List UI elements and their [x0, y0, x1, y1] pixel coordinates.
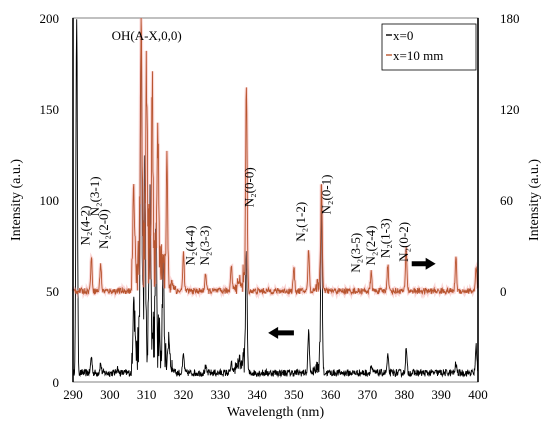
left-y-tick-label: 150 — [40, 102, 60, 117]
x-axis: 290 300 310 320 330 340 350 360 370 380 390 400 — [63, 387, 488, 402]
x-tick-label: 330 — [211, 387, 231, 402]
x-tick-label: 370 — [358, 387, 378, 402]
series-line — [72, 17, 479, 296]
x-tick-label: 380 — [395, 387, 415, 402]
left-y-tick-label: 100 — [40, 193, 60, 208]
x-tick-label: 300 — [100, 387, 120, 402]
x-tick-label: 390 — [431, 387, 451, 402]
left-y-axis-title: Intensity (a.u.) — [9, 159, 24, 241]
peak-label: N₂(4-2) — [78, 206, 93, 246]
arrow-head — [268, 326, 279, 339]
x-tick-label: 350 — [284, 387, 304, 402]
arrow-head — [425, 257, 436, 270]
left-y-tick-label: 50 — [46, 284, 59, 299]
x-tick-label: 290 — [63, 387, 83, 402]
x-tick-label: 310 — [137, 387, 157, 402]
right-y-axis: 0 60 120 180 — [477, 11, 520, 382]
axis-arrows — [268, 257, 436, 339]
peak-label: N₂(0-2) — [396, 222, 411, 262]
right-y-axis-title: Intensity (a.u.) — [527, 159, 542, 241]
peak-label: OH(A-X,0,0) — [112, 28, 182, 43]
peak-label: N₂(0-0) — [241, 167, 256, 207]
x-tick-label: 320 — [174, 387, 194, 402]
x-tick-label: 400 — [468, 387, 488, 402]
left-y-tick-label: 0 — [53, 375, 60, 390]
peak-label: N₂(3-5) — [348, 233, 363, 273]
right-y-tick-label: 60 — [500, 193, 513, 208]
peak-label: N₂(1-3) — [378, 218, 393, 258]
peak-label: N₂(2-4) — [363, 226, 378, 266]
left-y-axis: 0 50 100 150 200 — [40, 11, 74, 390]
right-y-tick-label: 0 — [500, 284, 507, 299]
legend-label: x=10 mm — [393, 48, 443, 63]
peak-label: N₂(1-2) — [293, 202, 308, 242]
right-y-tick-label: 120 — [500, 102, 520, 117]
peak-label: N₂(3-1) — [87, 176, 102, 216]
left-y-tick-label: 200 — [40, 11, 60, 26]
peak-label: N₂(4-4) — [183, 226, 198, 266]
peak-label: N₂(0-1) — [319, 175, 334, 215]
legend-label: x=0 — [393, 28, 413, 43]
series-x10mm — [71, 17, 480, 300]
peak-annotations: OH(A-X,0,0)N₂(4-2)N₂(3-1)N₂(2-0) N₂(4-4) N… — [78, 28, 411, 273]
x-axis-title: Wavelength (nm) — [227, 405, 325, 420]
legend: x=0 x=10 mm — [381, 23, 477, 71]
x-tick-label: 340 — [247, 387, 267, 402]
x-tick-label: 360 — [321, 387, 341, 402]
peak-label: N₂(2-0) — [96, 209, 111, 249]
peak-label: N₂(3-3) — [197, 226, 212, 266]
legend-box — [381, 23, 477, 71]
right-y-tick-label: 180 — [500, 11, 520, 26]
